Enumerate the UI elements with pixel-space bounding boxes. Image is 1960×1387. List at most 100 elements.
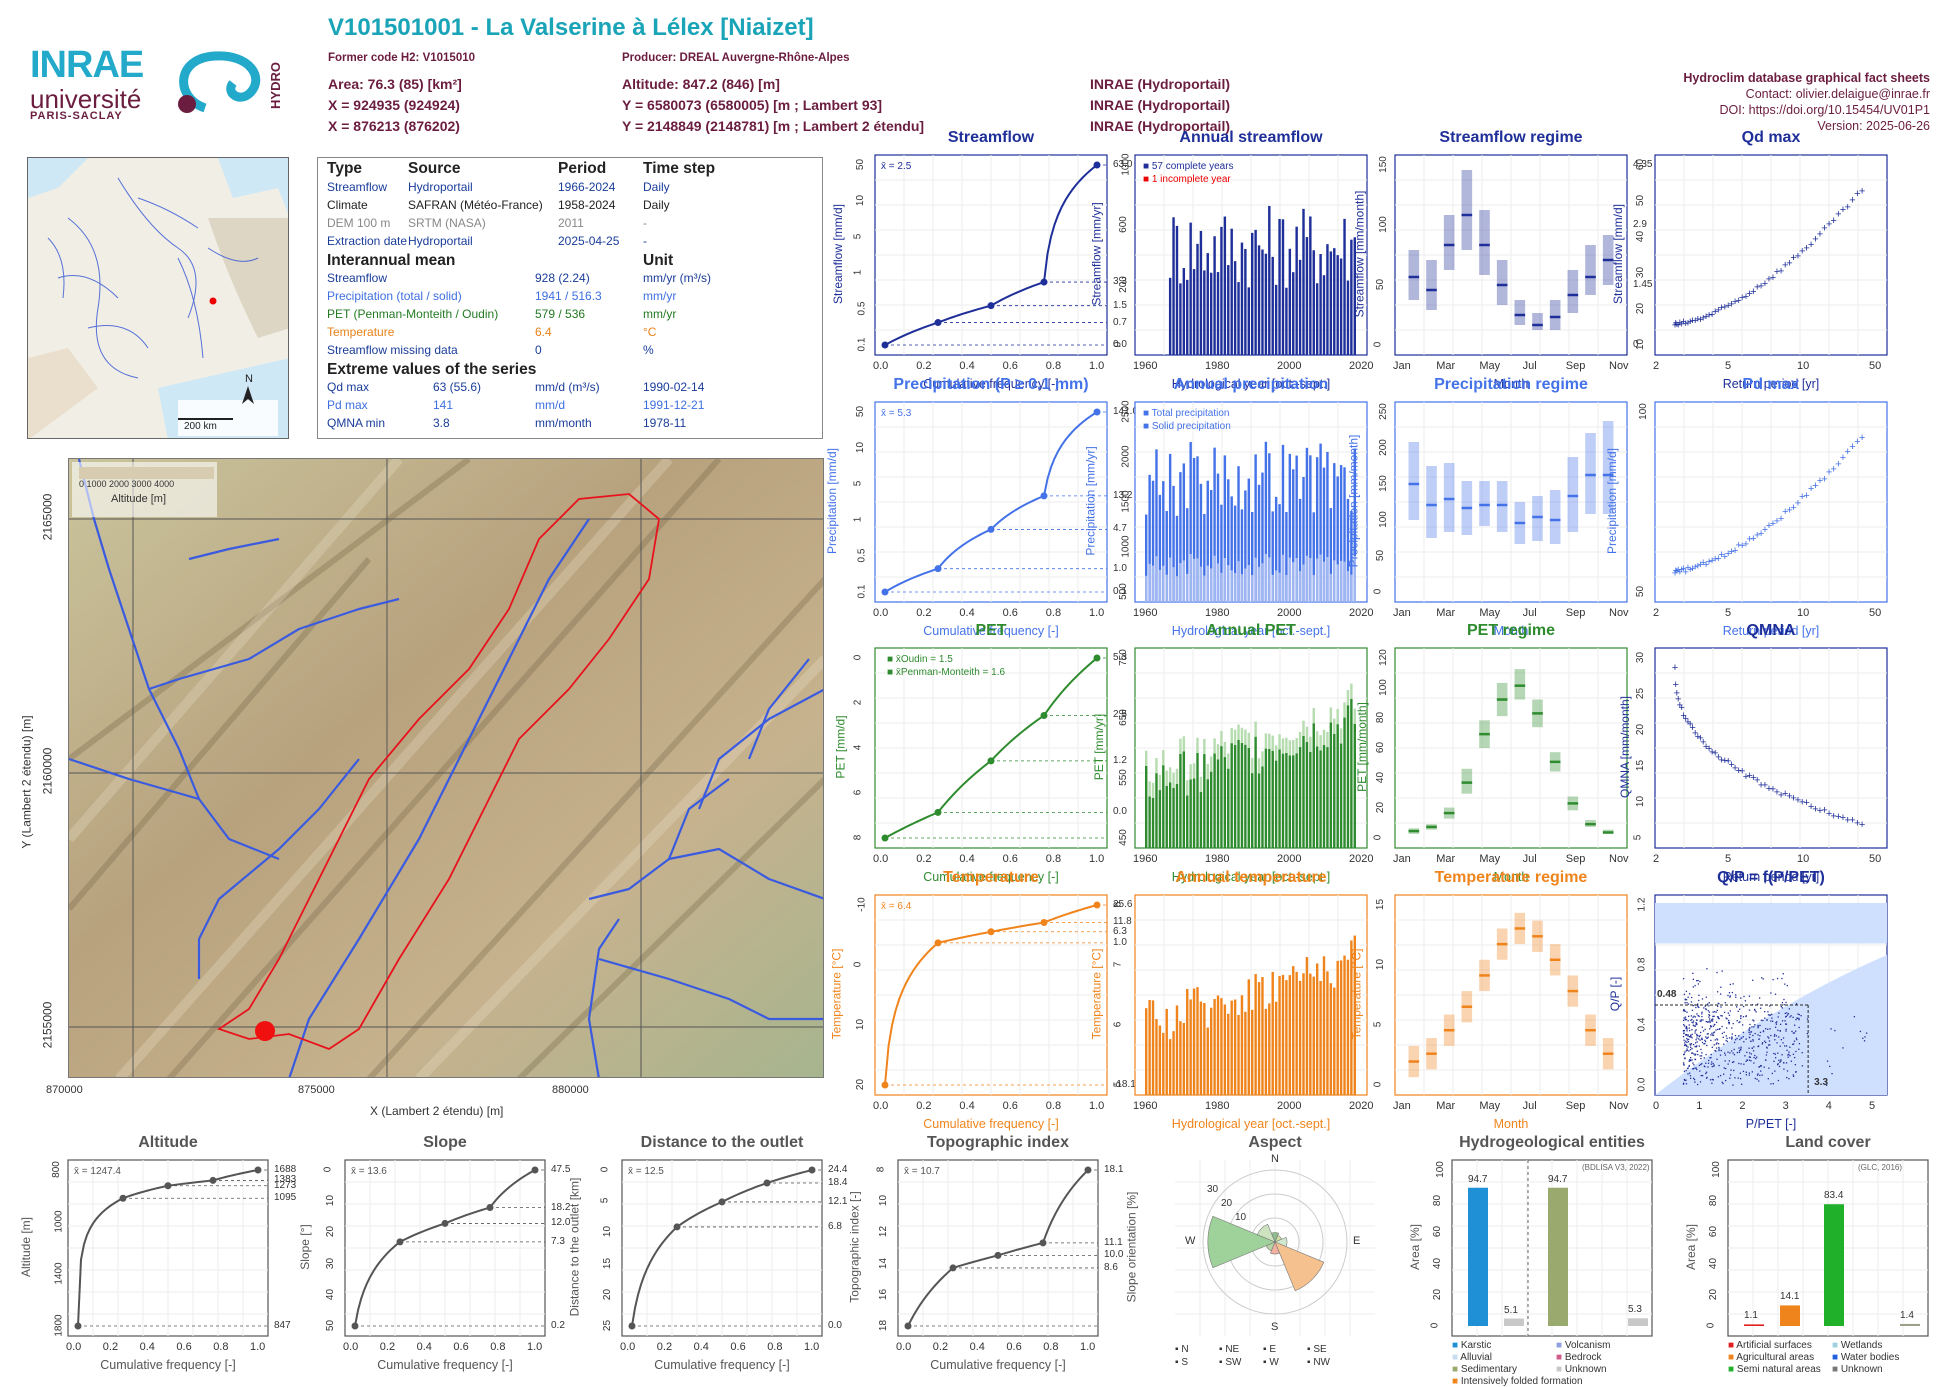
sample-point: + xyxy=(1854,436,1860,448)
qp-point xyxy=(1716,1058,1718,1060)
compass-label: E xyxy=(1353,1235,1361,1247)
chart-ylabel: PET [mm/d] xyxy=(833,715,848,779)
sample-point: + xyxy=(1697,314,1703,326)
chart-title: Pd max xyxy=(1742,376,1800,393)
chart-right-tick: 6.3 xyxy=(1113,925,1127,937)
qp-point xyxy=(1782,1037,1785,1039)
qp-point xyxy=(1711,1020,1714,1022)
chart-right-tick: 4.7 xyxy=(1113,523,1127,535)
annual-bar xyxy=(1353,723,1356,848)
mean-unit: °C xyxy=(643,325,657,339)
annual-bar xyxy=(1353,935,1356,1095)
qp-point xyxy=(1744,1055,1746,1057)
sample-point: + xyxy=(1700,737,1706,749)
qp-point xyxy=(1713,1031,1716,1033)
chart-xtick: 0.8 xyxy=(1045,1100,1062,1112)
chart-ylabel: Precipitation [mm/yr] xyxy=(1083,446,1098,556)
qp-point xyxy=(1791,1030,1793,1033)
annual-bar xyxy=(1319,980,1322,1095)
annual-bar xyxy=(1322,467,1326,602)
annual-bar xyxy=(1288,975,1292,1095)
qp-point xyxy=(1767,1011,1769,1013)
qp-point xyxy=(1741,1024,1744,1026)
area: Area: 76.3 (85) [km²] xyxy=(328,76,462,92)
chart-ytick: 0.4 xyxy=(1636,1017,1648,1032)
qp-point xyxy=(1796,1038,1798,1041)
annual-bar xyxy=(1281,444,1285,602)
chart-ytick: 600 xyxy=(1117,216,1129,233)
qp-point xyxy=(1745,1060,1747,1062)
doi-link[interactable]: DOI: https://doi.org/10.15454/UV01P1 xyxy=(1719,103,1930,117)
chart-ylabel: PET [mm/month] xyxy=(1354,702,1369,792)
chart-ylabel: Temperature [°C] xyxy=(1349,948,1364,1040)
solid-precip-bar xyxy=(1247,564,1250,602)
contact[interactable]: Contact: olivier.delaigue@inrae.fr xyxy=(1745,87,1930,101)
table-cell: 1966-2024 xyxy=(558,180,616,194)
solid-precip-bar xyxy=(1309,557,1312,602)
qp-point xyxy=(1748,1059,1751,1061)
legend-item: ■ 57 complete years xyxy=(1143,161,1234,172)
qp-point xyxy=(1732,1052,1734,1054)
pm-pet-bar xyxy=(1145,750,1148,766)
pm-pet-bar xyxy=(1165,770,1168,786)
chart-xtick: 5 xyxy=(1869,1100,1876,1112)
aspect-sector-W xyxy=(1207,1215,1276,1269)
legend-item: ■ Volcanism xyxy=(1556,1340,1611,1351)
sample-point: + xyxy=(1821,804,1827,816)
chart-xtick: 0.8 xyxy=(767,1341,783,1353)
qp-point xyxy=(1752,979,1754,981)
legend-item: ■ Solid precipitation xyxy=(1143,421,1231,432)
qp-point xyxy=(1752,1050,1755,1052)
qp-point xyxy=(1740,1048,1742,1050)
ring-label: 30 xyxy=(1207,1184,1219,1195)
annual-bar xyxy=(1312,512,1315,602)
gauging-station-icon[interactable] xyxy=(255,1021,275,1041)
bar-value-label: 14.1 xyxy=(1780,1291,1800,1303)
qp-point xyxy=(1689,1075,1692,1077)
table-cell: 2011 xyxy=(558,216,584,230)
annual-bar xyxy=(1274,284,1278,355)
sample-point: + xyxy=(1722,302,1728,314)
chart-right-tick: 0.0 xyxy=(1113,806,1127,818)
chart-title: Qd max xyxy=(1741,129,1801,146)
table-cell: - xyxy=(643,216,647,230)
pm-pet-bar xyxy=(1155,757,1158,774)
qp-point xyxy=(1795,1050,1797,1053)
qp-point xyxy=(1774,993,1777,995)
sample-point: + xyxy=(1835,459,1841,471)
qp-point xyxy=(1722,1082,1724,1085)
chart-xlabel: Cumulative frequency [-] xyxy=(377,1358,513,1372)
solid-precip-bar xyxy=(1223,558,1227,602)
qp-point xyxy=(1716,1038,1718,1040)
qp-point xyxy=(1686,1028,1688,1030)
chart-title: Distance to the outlet xyxy=(640,1134,804,1151)
qp-point xyxy=(1711,1065,1713,1068)
qp-point xyxy=(1777,1063,1779,1065)
box-May xyxy=(1479,210,1490,275)
qp-point xyxy=(1687,1073,1689,1075)
qp-point xyxy=(1684,1016,1687,1018)
qp-point xyxy=(1688,1064,1690,1067)
chart-xlabel: Return period [yr] xyxy=(1722,870,1820,884)
sample-point: + xyxy=(1750,772,1756,784)
qp-point xyxy=(1701,1013,1703,1015)
box-May xyxy=(1479,481,1490,526)
pm-pet-bar xyxy=(1223,741,1227,758)
annual-bar xyxy=(1155,1019,1158,1095)
annual-bar xyxy=(1233,999,1237,1095)
sample-point: + xyxy=(1782,788,1788,800)
qp-point xyxy=(1740,1046,1742,1048)
sample-point: + xyxy=(1715,752,1721,764)
pm-pet-bar xyxy=(1209,756,1213,772)
universite-logo: université xyxy=(30,84,142,114)
annual-bar xyxy=(1237,739,1240,848)
qp-point xyxy=(1703,1043,1705,1045)
sample-point: + xyxy=(1687,316,1693,328)
box-Jun xyxy=(1496,481,1508,532)
mean-value: 928 (2.24) xyxy=(535,271,590,285)
qp-point xyxy=(1706,1021,1709,1023)
pm-pet-bar xyxy=(1196,737,1199,753)
chart-title: Annual precipitation xyxy=(1173,376,1329,393)
qp-point xyxy=(1782,1042,1784,1044)
annual-bar xyxy=(1189,442,1192,602)
